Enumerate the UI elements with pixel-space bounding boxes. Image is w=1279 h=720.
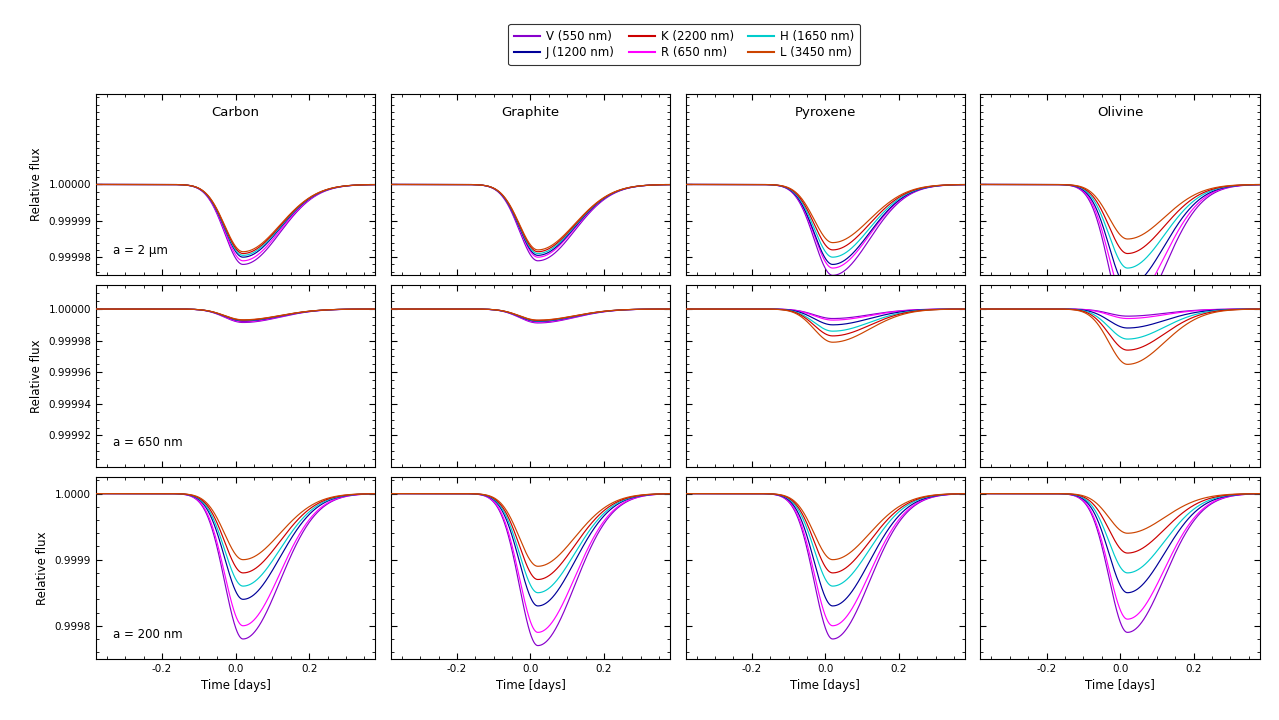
Text: Pyroxene: Pyroxene — [794, 107, 856, 120]
Text: Graphite: Graphite — [501, 107, 559, 120]
X-axis label: Time [days]: Time [days] — [201, 679, 271, 692]
Text: a = 2 μm: a = 2 μm — [113, 244, 168, 257]
Text: a = 650 nm: a = 650 nm — [113, 436, 183, 449]
Y-axis label: Relative flux: Relative flux — [36, 531, 49, 605]
Text: a = 200 nm: a = 200 nm — [113, 628, 183, 641]
Y-axis label: Relative flux: Relative flux — [29, 339, 42, 413]
X-axis label: Time [days]: Time [days] — [495, 679, 565, 692]
Text: Olivine: Olivine — [1097, 107, 1143, 120]
Legend: V (550 nm), J (1200 nm), K (2200 nm), R (650 nm), H (1650 nm), L (3450 nm): V (550 nm), J (1200 nm), K (2200 nm), R … — [508, 24, 861, 66]
X-axis label: Time [days]: Time [days] — [790, 679, 861, 692]
Y-axis label: Relative flux: Relative flux — [29, 148, 42, 221]
Text: Carbon: Carbon — [211, 107, 260, 120]
X-axis label: Time [days]: Time [days] — [1085, 679, 1155, 692]
